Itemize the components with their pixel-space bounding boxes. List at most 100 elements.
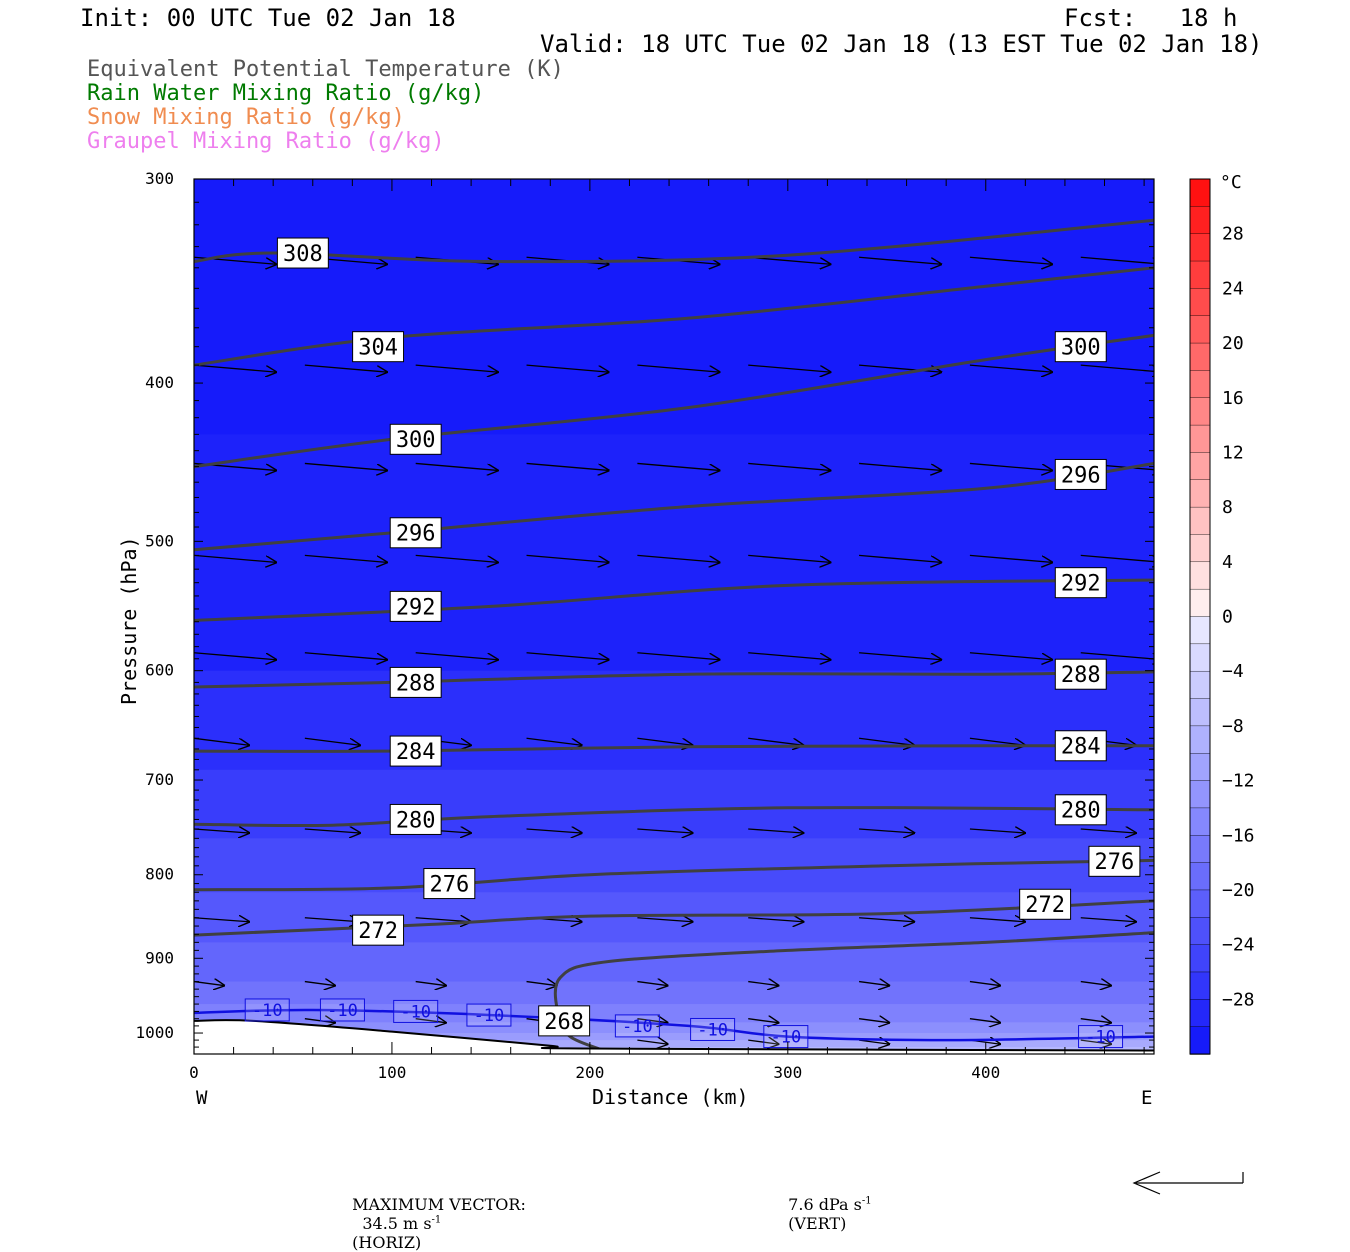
- colorbar-swatch: [1189, 397, 1211, 426]
- west-label: W: [196, 1087, 208, 1109]
- theta-e-label-box: [276, 237, 329, 269]
- colorbar-label: 8: [1222, 497, 1233, 518]
- temperature-label-box: [319, 998, 365, 1022]
- wind-vector: [748, 829, 803, 833]
- contour-labels: 308 304 300 300 296 296 292 292 288 288 284 284 280 2…: [244, 237, 1141, 1049]
- colorbar-label: −20: [1222, 880, 1255, 901]
- theta-e-label: 280: [1061, 799, 1101, 824]
- theta-e-label-box: [423, 868, 476, 900]
- y-tick-label: 600: [145, 661, 174, 680]
- colorbar-label: 16: [1222, 388, 1244, 409]
- theta-e-contour: [194, 578, 1154, 622]
- wind-vector: [194, 918, 249, 922]
- colorbar-label: 20: [1222, 333, 1244, 354]
- legend-rain: Rain Water Mixing Ratio (g/kg): [87, 81, 485, 106]
- y-tick-label: 1000: [135, 1023, 174, 1042]
- temperature-band: [194, 1004, 1154, 1024]
- wind-vector: [526, 829, 582, 833]
- wind-vector: [969, 918, 1025, 922]
- theta-e-contour: [194, 218, 1154, 264]
- temperature-fill: [194, 179, 1154, 1054]
- colorbar-label: −24: [1222, 935, 1255, 956]
- colorbar-swatch: [1189, 643, 1211, 672]
- colorbar-swatch: [1189, 616, 1211, 645]
- theta-e-label-box: [389, 803, 442, 835]
- theta-e-contour: [194, 806, 1154, 828]
- wind-vector: [748, 554, 830, 562]
- wind-vector: [1080, 982, 1111, 986]
- y-tick-label: 500: [145, 531, 174, 550]
- colorbar-swatch: [1189, 725, 1211, 754]
- wind-vector: [859, 918, 914, 922]
- wind-vector: [526, 652, 609, 660]
- theta-e-label-box: [1054, 658, 1107, 690]
- colorbar-swatch: [1189, 588, 1211, 618]
- wind-vector: [969, 982, 1000, 986]
- colorbar-swatch: [1189, 1026, 1211, 1055]
- theta-e-label-box: [1054, 730, 1107, 762]
- y-tick-label: 700: [145, 770, 174, 789]
- temperature-band: [194, 434, 1154, 672]
- theta-e-label: 268: [544, 1010, 584, 1035]
- theta-e-label-box: [352, 331, 405, 363]
- wind-vector: [637, 462, 719, 470]
- colorbar-swatch: [1189, 835, 1211, 864]
- wind-vector: [1080, 364, 1154, 372]
- wind-vector: [969, 652, 1052, 660]
- colorbar-swatch: [1189, 944, 1211, 973]
- wind-vector: [415, 554, 498, 562]
- wind-vector: [526, 554, 609, 562]
- colorbar-swatch: [1189, 917, 1211, 946]
- wind-vector: [637, 829, 692, 833]
- colorbar-swatch: [1189, 288, 1211, 317]
- colorbar-swatch: [1189, 698, 1211, 727]
- wind-vectors: [194, 256, 1154, 1044]
- wind-vector: [194, 554, 276, 562]
- theta-e-label-box: [389, 517, 442, 549]
- max-vector-horiz-exp: -1: [431, 1214, 442, 1226]
- wind-vector: [859, 256, 941, 264]
- temperature-label: -10: [327, 1001, 358, 1021]
- colorbar-swatch: [1189, 971, 1211, 1001]
- temperature-label-box: [614, 1014, 660, 1038]
- wind-vector: [637, 982, 667, 986]
- colorbar-swatch: [1189, 233, 1211, 262]
- colorbar-swatch: [1189, 315, 1211, 344]
- theta-e-label: 296: [1061, 463, 1101, 488]
- x-tick-label: 100: [377, 1063, 406, 1082]
- terrain-line: [194, 1019, 1154, 1052]
- x-tick-label: 0: [189, 1063, 199, 1082]
- colorbar-swatch: [1189, 424, 1211, 454]
- wind-vector: [859, 364, 941, 372]
- temperature-band: [194, 769, 1154, 840]
- temperature-band: [194, 981, 1154, 1006]
- wind-vector: [194, 652, 276, 660]
- colorbar-label: −4: [1222, 661, 1244, 682]
- max-vector-vert-label: 7.6 dPa s-1 (VERT): [778, 1176, 871, 1233]
- theta-e-contour: [194, 266, 1154, 367]
- max-vector-vert: 7.6 dPa s: [788, 1195, 862, 1214]
- wind-vector: [194, 829, 249, 833]
- temperature-label-box: [393, 999, 439, 1023]
- wind-vector: [637, 1019, 667, 1023]
- colorbar-swatch: [1189, 370, 1211, 399]
- wind-vector: [969, 256, 1052, 264]
- wind-vector: [304, 462, 387, 470]
- theta-e-label-box: [1019, 888, 1072, 920]
- theta-e-label: 284: [396, 740, 436, 765]
- temperature-label: -10: [622, 1017, 653, 1037]
- wind-vector: [304, 737, 360, 745]
- x-tick-label: 200: [575, 1063, 604, 1082]
- wind-vector: [969, 1019, 1000, 1023]
- colorbar-swatch: [1189, 342, 1211, 372]
- theta-e-label-box: [538, 1005, 591, 1037]
- wind-vector: [194, 737, 249, 745]
- colorbar-swatch: [1189, 479, 1211, 508]
- x-tick-label: 400: [971, 1063, 1000, 1082]
- wind-vector: [748, 462, 830, 470]
- colorbar-label: −8: [1222, 716, 1244, 737]
- temperature-label: -10: [400, 1002, 431, 1022]
- theta-e-label: 284: [1061, 735, 1101, 760]
- theta-e-label: 308: [283, 242, 323, 267]
- y-tick-label: 800: [145, 865, 174, 884]
